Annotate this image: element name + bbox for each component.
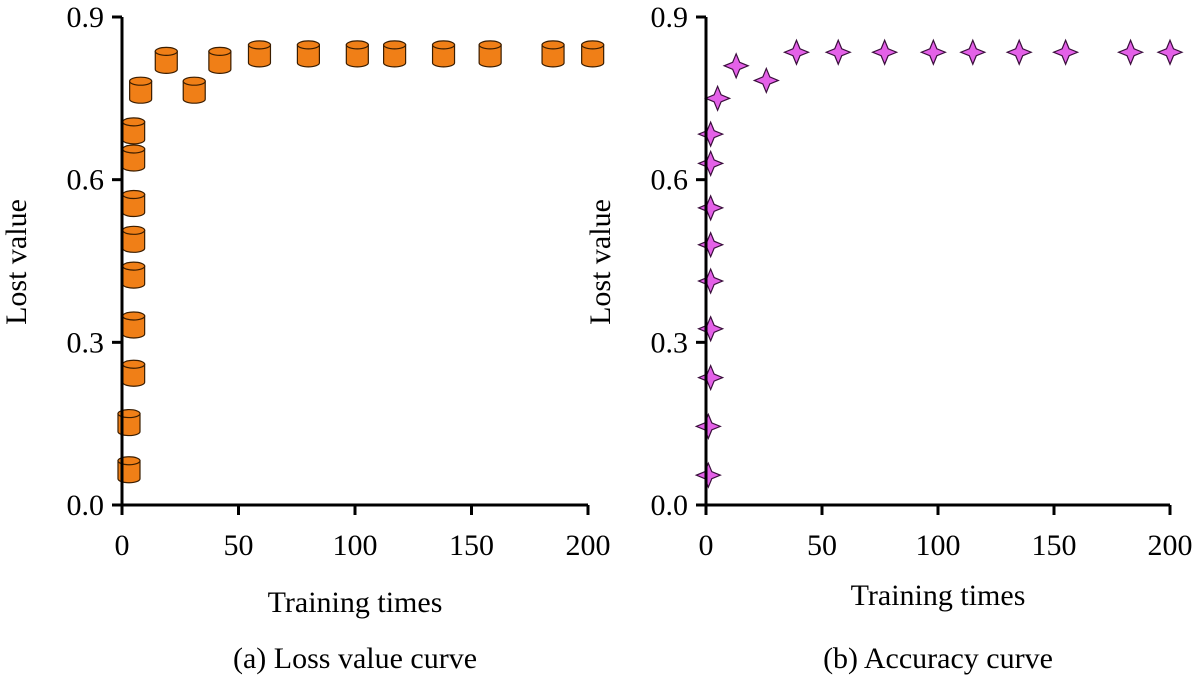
accuracy-x-axis-title: Training times (851, 579, 1026, 612)
accuracy-data-point (704, 84, 732, 112)
loss-x-tick-label: 50 (224, 529, 254, 562)
accuracy-chart: 0.0 0.3 0.6 0.9 0 50 100 150 200 Training times… (584, 1, 1193, 675)
accuracy-data-point (697, 315, 725, 343)
loss-data-point (122, 117, 146, 145)
loss-data-point (122, 261, 146, 289)
accuracy-data-point (697, 120, 725, 148)
loss-data-point (122, 359, 146, 387)
accuracy-data-point (1052, 38, 1080, 66)
loss-value-chart: 0.0 0.3 0.6 0.9 0 50 100 150 200 Training times… (0, 1, 611, 675)
loss-x-tick-label: 100 (333, 529, 378, 562)
loss-data-point (122, 225, 146, 253)
accuracy-data-point (697, 194, 725, 222)
loss-data-point (247, 40, 272, 68)
loss-data-point (478, 40, 502, 68)
loss-data-point (296, 40, 320, 68)
accuracy-data-point (919, 38, 947, 66)
accuracy-y-ticks: 0.0 0.3 0.6 0.9 (651, 1, 706, 522)
loss-y-ticks: 0.0 0.3 0.6 0.9 (67, 1, 122, 522)
accuracy-data-point (1005, 38, 1033, 66)
loss-y-tick-label: 0.0 (67, 489, 105, 522)
accuracy-x-tick-label: 50 (807, 529, 837, 562)
loss-y-tick-label: 0.9 (67, 1, 105, 34)
loss-data-point (122, 144, 146, 172)
accuracy-data-point (697, 149, 725, 177)
accuracy-data-point (752, 66, 780, 95)
loss-data-point (154, 46, 178, 74)
loss-y-axis-title: Lost value (0, 199, 33, 325)
accuracy-data-point (694, 412, 722, 440)
loss-data-point (182, 76, 206, 104)
loss-y-tick-label: 0.6 (67, 164, 105, 197)
loss-x-tick-label: 150 (449, 529, 494, 562)
accuracy-markers (694, 38, 1184, 489)
accuracy-x-tick-label: 150 (1032, 529, 1077, 562)
loss-data-point (345, 40, 369, 68)
accuracy-data-point (959, 38, 987, 66)
accuracy-y-tick-label: 0.0 (651, 489, 689, 522)
loss-x-tick-label: 0 (115, 529, 130, 562)
loss-x-ticks: 0 50 100 150 200 (115, 505, 611, 562)
accuracy-data-point (824, 38, 852, 66)
accuracy-data-point (697, 267, 725, 295)
loss-data-point (129, 76, 153, 104)
accuracy-data-point (697, 231, 725, 259)
accuracy-y-tick-label: 0.3 (651, 326, 689, 359)
loss-x-axis-title: Training times (268, 586, 443, 619)
accuracy-data-point (782, 38, 811, 66)
accuracy-x-ticks: 0 50 100 150 200 (699, 505, 1193, 562)
loss-data-point (541, 40, 565, 68)
loss-markers (117, 40, 605, 484)
loss-data-point (581, 40, 605, 68)
accuracy-data-point (1116, 38, 1145, 66)
accuracy-caption: (b) Accuracy curve (823, 642, 1053, 675)
loss-data-point (431, 40, 456, 68)
loss-data-point (208, 46, 232, 74)
accuracy-x-tick-label: 100 (916, 529, 961, 562)
accuracy-data-point (694, 461, 722, 489)
accuracy-y-axis-title: Lost value (584, 199, 617, 325)
accuracy-y-tick-label: 0.9 (651, 1, 689, 34)
accuracy-data-point (722, 52, 750, 80)
loss-x-tick-label: 200 (566, 529, 611, 562)
accuracy-x-tick-label: 0 (699, 529, 714, 562)
loss-caption: (a) Loss value curve (233, 642, 477, 675)
loss-data-point (383, 40, 407, 68)
accuracy-data-point (871, 38, 899, 66)
accuracy-x-tick-label: 200 (1148, 529, 1193, 562)
loss-data-point (122, 189, 146, 218)
accuracy-data-point (1156, 38, 1184, 66)
loss-y-tick-label: 0.3 (67, 326, 105, 359)
accuracy-y-tick-label: 0.6 (651, 164, 689, 197)
loss-data-point (122, 311, 146, 339)
accuracy-data-point (697, 364, 725, 392)
